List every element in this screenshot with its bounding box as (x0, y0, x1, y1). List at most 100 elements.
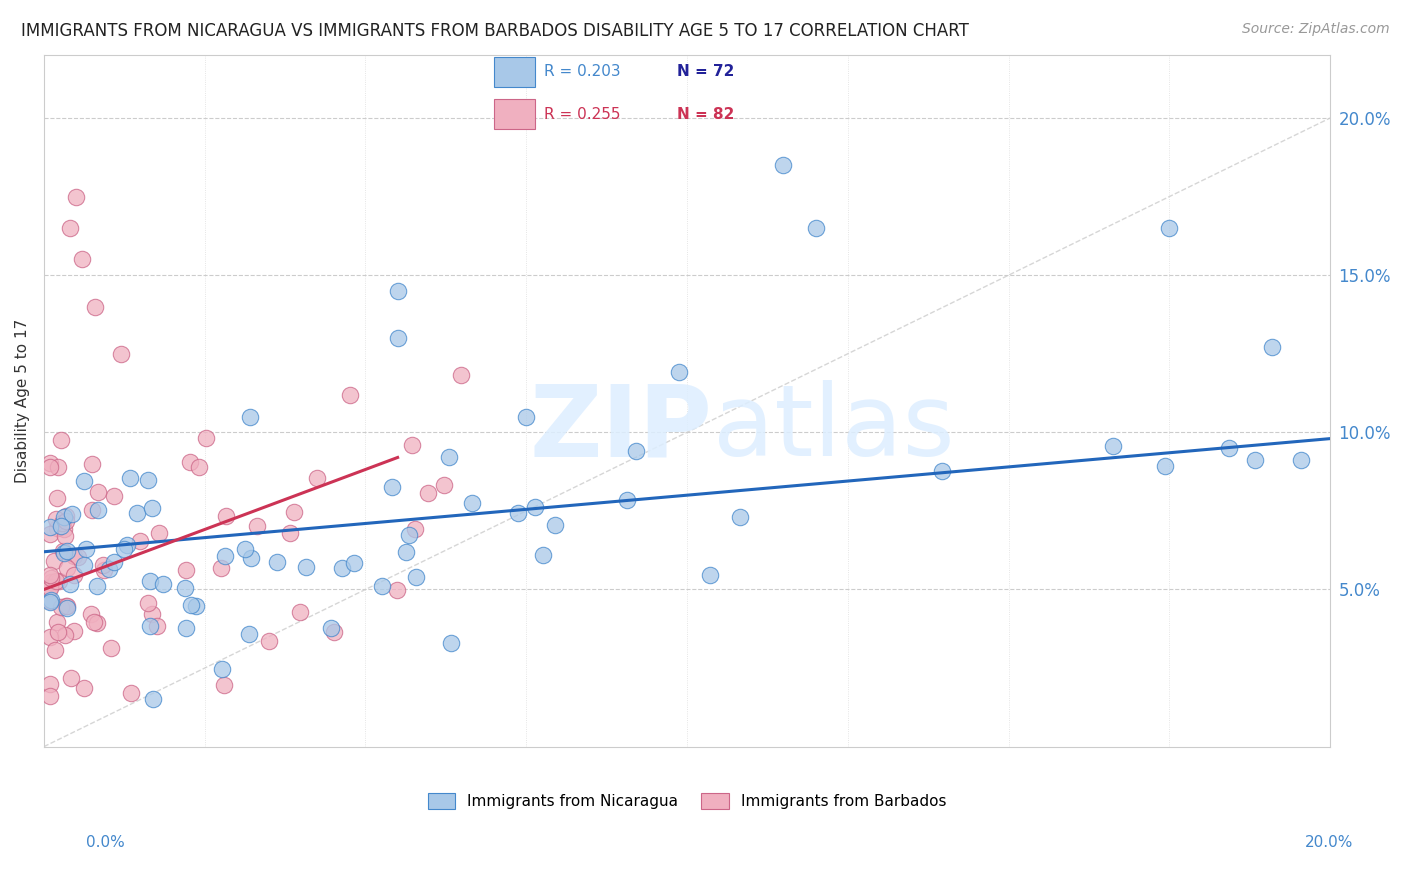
Text: 0.0%: 0.0% (86, 836, 125, 850)
Point (45, 512, 67, 526)
Point (39, 527, 62, 541)
Point (136, 596, 159, 610)
Point (370, 580, 392, 594)
Point (91, 558, 114, 572)
Point (39, 460, 62, 475)
Text: N = 82: N = 82 (676, 107, 734, 121)
Point (98, 562, 121, 576)
Point (127, 506, 149, 520)
Point (39, 571, 62, 585)
Point (117, 538, 139, 552)
Point (46, 491, 69, 505)
Point (67, 550, 90, 565)
Point (176, 620, 198, 634)
Point (257, 634, 280, 648)
Point (1243, 452, 1265, 467)
Point (52, 546, 75, 560)
Point (283, 504, 305, 518)
Point (75, 542, 97, 557)
Point (39, 677, 62, 691)
Point (1159, 221, 1181, 235)
Point (288, 605, 311, 619)
Point (239, 409, 262, 424)
Point (180, 598, 202, 612)
Point (506, 506, 529, 520)
Point (63, 624, 86, 638)
Point (53, 529, 76, 543)
Text: Source: ZipAtlas.com: Source: ZipAtlas.com (1241, 22, 1389, 37)
Point (56, 601, 79, 615)
Point (72, 252, 94, 267)
Point (1102, 439, 1125, 453)
Point (401, 437, 423, 451)
Point (699, 567, 721, 582)
Text: ZIP: ZIP (530, 380, 713, 477)
Point (65, 189, 87, 203)
Point (39, 580, 62, 594)
Point (73, 558, 96, 572)
Point (39, 690, 62, 704)
Bar (495, 99, 534, 129)
Point (387, 284, 409, 298)
Point (110, 347, 132, 361)
Point (39, 567, 62, 582)
Point (73, 475, 96, 489)
Point (39, 630, 62, 644)
Point (931, 464, 953, 478)
Legend: Immigrants from Nicaragua, Immigrants from Barbados: Immigrants from Nicaragua, Immigrants fr… (422, 787, 953, 815)
Point (524, 500, 547, 515)
Point (52, 509, 75, 524)
Point (1218, 441, 1240, 455)
Point (531, 548, 554, 562)
Point (49, 600, 72, 615)
Point (387, 331, 409, 345)
Point (343, 556, 366, 570)
Point (93, 563, 115, 577)
Point (323, 625, 346, 640)
Point (63, 567, 86, 582)
Point (266, 555, 288, 569)
Point (211, 662, 233, 676)
Point (321, 622, 343, 636)
Point (103, 555, 125, 569)
Point (239, 550, 262, 565)
Point (515, 409, 537, 424)
Point (174, 582, 197, 596)
Point (86, 578, 108, 592)
Point (84, 300, 107, 314)
Point (146, 619, 169, 633)
Point (80, 607, 103, 621)
Point (616, 492, 638, 507)
Point (87, 503, 110, 517)
Point (440, 635, 463, 649)
Point (118, 471, 141, 485)
Text: 20.0%: 20.0% (1305, 836, 1353, 850)
Point (450, 368, 472, 382)
Point (60, 508, 83, 522)
Point (46, 460, 69, 475)
Point (404, 522, 426, 536)
Point (48, 574, 70, 588)
Point (214, 549, 236, 563)
Point (46, 625, 69, 640)
Point (804, 221, 827, 235)
Point (1261, 340, 1284, 354)
Point (141, 501, 163, 516)
Point (51, 433, 73, 447)
Point (772, 158, 794, 172)
Point (129, 533, 152, 548)
Point (141, 607, 163, 621)
Point (142, 692, 165, 706)
Point (433, 477, 456, 491)
Point (55, 509, 77, 524)
Point (45, 615, 67, 630)
Point (148, 525, 170, 540)
Point (330, 561, 353, 575)
Point (120, 686, 142, 700)
Point (60, 671, 83, 685)
Point (668, 365, 690, 379)
Point (56, 560, 79, 574)
Point (238, 627, 260, 641)
Point (82, 457, 104, 471)
Point (63, 549, 86, 563)
